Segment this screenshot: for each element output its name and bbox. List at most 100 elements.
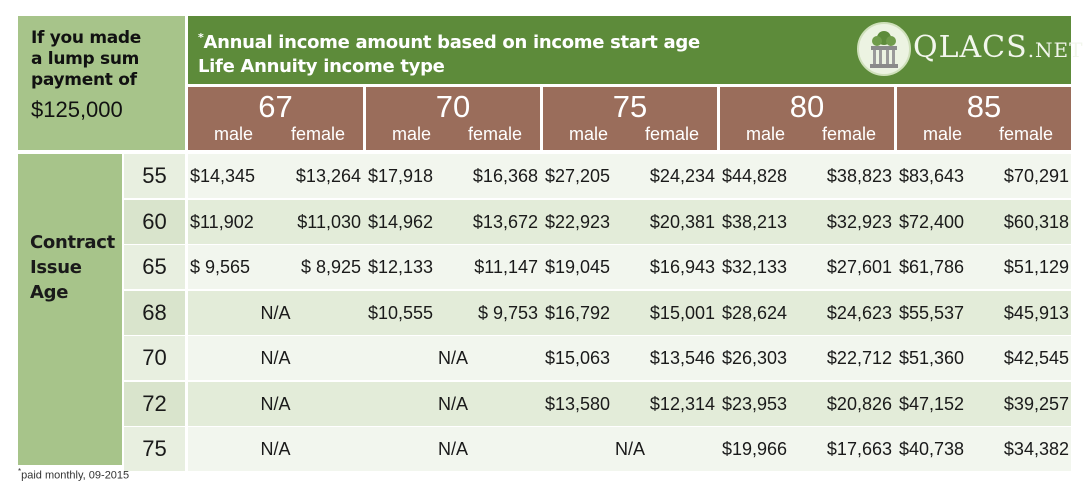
female-income-cell: $13,672: [472, 211, 538, 232]
issue-age-cell: 55: [124, 154, 185, 198]
female-column-label: female: [467, 124, 522, 144]
female-income-cell: $20,381: [649, 211, 715, 232]
male-income-cell: $ 9,565: [190, 257, 251, 277]
lump-sum-line-2: a lump sum: [31, 49, 140, 69]
male-income-cell: $11,902: [190, 211, 254, 232]
male-income-cell: $26,303: [722, 348, 788, 368]
table-row: [188, 427, 1071, 471]
not-available-cell: N/A: [614, 439, 645, 459]
start-age-label: 85: [966, 89, 1002, 124]
lump-sum-amount: $125,000: [31, 97, 123, 122]
not-available-cell: N/A: [260, 302, 291, 323]
male-income-cell: $38,213: [722, 211, 788, 232]
female-income-cell: $39,257: [1003, 393, 1069, 414]
male-income-cell: $17,918: [368, 166, 434, 186]
lump-sum-line-1: If you made: [31, 28, 142, 48]
female-income-cell: $20,826: [826, 393, 892, 414]
female-column-label: female: [998, 124, 1053, 144]
male-income-cell: $16,792: [545, 302, 611, 323]
male-income-cell: $19,966: [722, 439, 788, 459]
female-income-cell: $34,382: [1003, 439, 1069, 459]
side-label-line-3: Age: [30, 282, 69, 303]
female-income-cell: $32,923: [826, 211, 892, 232]
female-income-cell: $11,147: [474, 257, 538, 277]
issue-age-cell: 68: [124, 290, 185, 335]
female-column-label: female: [644, 124, 699, 144]
female-income-cell: $16,368: [472, 166, 538, 186]
male-income-cell: $19,045: [545, 257, 611, 277]
side-label-line-1: Contract: [30, 232, 115, 253]
female-income-cell: $70,291: [1003, 166, 1069, 186]
female-income-cell: $51,129: [1003, 257, 1069, 277]
table-row: [188, 245, 1071, 289]
male-income-cell: $40,738: [899, 439, 965, 459]
table-row: [188, 154, 1071, 198]
side-label-text: Contract Issue Age: [30, 230, 115, 305]
male-income-cell: $83,643: [899, 166, 965, 186]
start-age-label: 67: [258, 89, 293, 124]
female-income-cell: $24,623: [826, 302, 892, 323]
start-age-header-80: 80 male female: [720, 87, 894, 150]
footnote-text: paid monthly, 09-2015: [21, 469, 130, 482]
logo-wordmark: QLACS.NET: [913, 30, 1083, 65]
footnote: *paid monthly, 09-2015: [18, 467, 129, 482]
not-available-cell: N/A: [260, 348, 291, 368]
male-column-label: male: [923, 124, 963, 144]
male-income-cell: $47,152: [899, 393, 965, 414]
logo-text-main: QLACS: [913, 30, 1028, 65]
male-income-cell: $27,205: [545, 166, 611, 186]
table-row: [188, 290, 1071, 335]
male-column-label: male: [569, 124, 609, 144]
male-income-cell: $14,962: [368, 211, 434, 232]
female-income-cell: $22,712: [826, 348, 892, 368]
issue-age-cell: 70: [124, 336, 185, 380]
not-available-cell: N/A: [260, 393, 291, 414]
female-income-cell: $16,943: [649, 257, 715, 277]
male-income-cell: $14,345: [190, 166, 256, 186]
female-income-cell: $ 8,925: [300, 257, 361, 277]
male-income-cell: $51,360: [899, 348, 965, 368]
female-income-cell: $ 9,753: [477, 302, 538, 323]
female-income-cell: $38,823: [826, 166, 892, 186]
male-income-cell: $32,133: [722, 257, 788, 277]
banner-line-1: *Annual income amount based on income st…: [198, 26, 1071, 55]
table-row: [188, 199, 1071, 244]
male-income-cell: $44,828: [722, 166, 788, 186]
male-column-label: male: [214, 124, 254, 144]
male-income-cell: $55,537: [899, 302, 965, 323]
issue-age-cell: 60: [124, 199, 185, 244]
not-available-cell: N/A: [437, 393, 468, 414]
not-available-cell: N/A: [437, 348, 468, 368]
male-income-cell: $23,953: [722, 393, 788, 414]
female-income-cell: $60,318: [1003, 211, 1069, 232]
female-income-cell: $45,913: [1003, 302, 1069, 323]
female-income-cell: $13,264: [295, 166, 361, 186]
start-age-header-75: 75 male female: [543, 87, 717, 150]
female-column-label: female: [821, 124, 876, 144]
contract-issue-age-label: Contract Issue Age: [18, 154, 122, 465]
issue-age-cell: 65: [124, 245, 185, 289]
female-column-label: female: [290, 124, 345, 144]
banner-asterisk: *: [198, 31, 204, 44]
female-income-cell: $17,663: [826, 439, 892, 459]
female-income-cell: $27,601: [826, 257, 892, 277]
banner-title: Annual income amount based on income sta…: [203, 32, 700, 53]
side-label-line-2: Issue: [30, 257, 82, 278]
female-income-cell: $42,545: [1003, 348, 1069, 368]
table-row: [188, 381, 1071, 426]
start-age-header-85: 85 male female: [897, 87, 1071, 150]
male-income-cell: $13,580: [545, 393, 611, 414]
male-income-cell: $22,923: [545, 211, 611, 232]
male-income-cell: $61,786: [899, 257, 965, 277]
start-age-header-70: 70 male female: [366, 87, 540, 150]
female-income-cell: $12,314: [649, 393, 715, 414]
start-age-header-67: 67 male female: [188, 87, 363, 150]
start-age-label: 75: [612, 89, 648, 124]
footnote-asterisk: *: [18, 467, 22, 476]
female-income-cell: $11,030: [297, 211, 361, 232]
male-column-label: male: [746, 124, 786, 144]
not-available-cell: N/A: [260, 439, 291, 459]
logo-text-suffix: .NET: [1027, 38, 1084, 62]
start-age-label: 80: [789, 89, 825, 124]
issue-age-cell: 72: [124, 381, 185, 426]
